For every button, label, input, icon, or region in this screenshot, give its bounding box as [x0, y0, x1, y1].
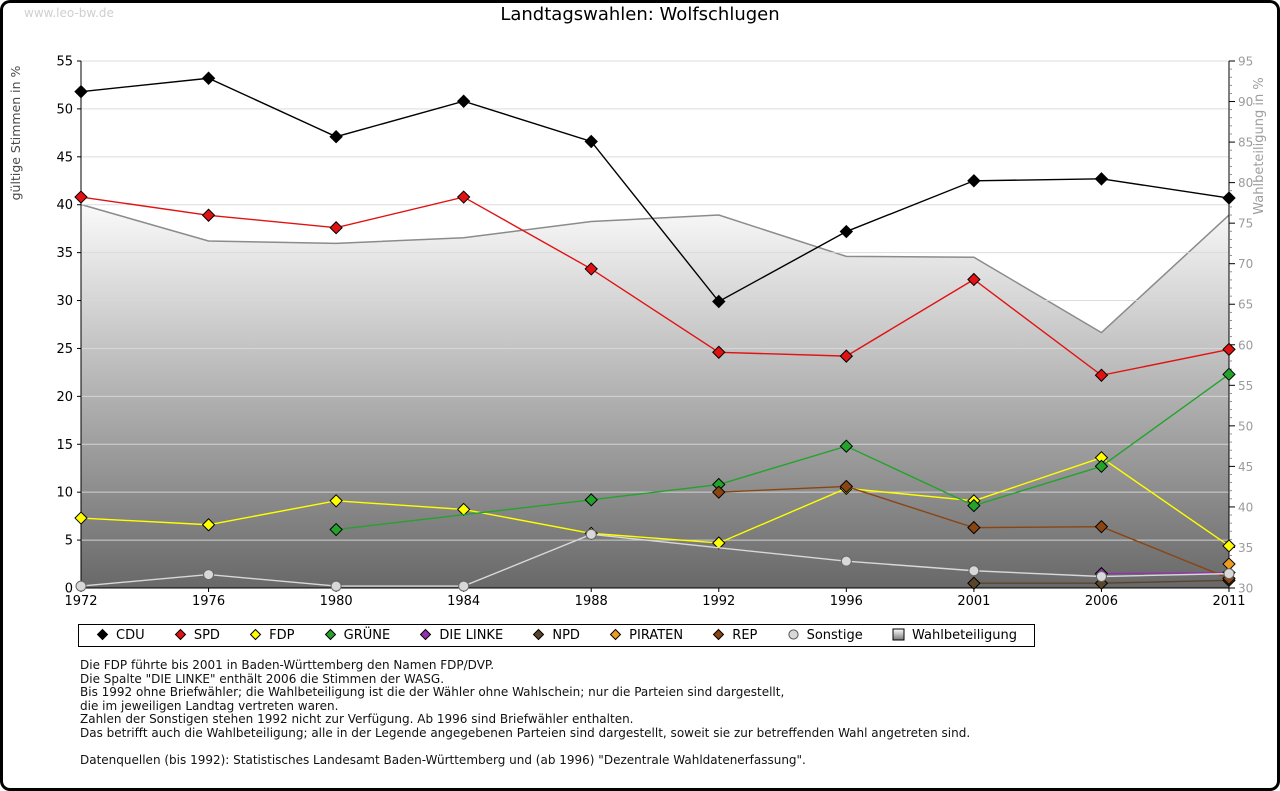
svg-text:60: 60	[1238, 338, 1253, 352]
footnote-line: Die Spalte "DIE LINKE" enthält 2006 die …	[80, 671, 445, 686]
svg-text:50: 50	[56, 102, 73, 117]
svg-text:1984: 1984	[447, 594, 480, 609]
legend-item-spd: SPD	[174, 626, 220, 645]
svg-text:15: 15	[56, 438, 73, 453]
legend-label: NPD	[552, 628, 580, 643]
svg-text:2001: 2001	[957, 594, 990, 609]
svg-text:85: 85	[1238, 136, 1253, 150]
footnote-line: die im jeweiligen Landtag vertreten ware…	[80, 698, 339, 713]
svg-text:1988: 1988	[575, 594, 608, 609]
svg-text:30: 30	[56, 294, 73, 309]
page-title: Landtagswahlen: Wolfschlugen	[500, 4, 780, 25]
legend-item-sonstige: Sonstige	[787, 626, 863, 645]
svg-text:40: 40	[1238, 500, 1253, 514]
series-sonstige	[75, 528, 1235, 592]
legend-marker-icon	[419, 626, 432, 645]
legend-label: FDP	[269, 628, 295, 643]
svg-text:1976: 1976	[192, 594, 225, 609]
axes: 0 5 10 15 20 25 30 35 40 45 50 55 30 35 40 45 50 55 60 65 70…	[56, 55, 1253, 610]
svg-text:40: 40	[56, 198, 73, 213]
svg-text:55: 55	[56, 55, 73, 70]
legend-label: GRÜNE	[343, 628, 391, 643]
legend-label: DIE LINKE	[439, 628, 504, 643]
footnote-line: Zahlen der Sonstigen stehen 1992 nicht z…	[80, 712, 634, 727]
svg-text:65: 65	[1238, 298, 1253, 312]
svg-text:2006: 2006	[1085, 594, 1118, 609]
footnote-line: Bis 1992 ohne Briefwähler; die Wahlbetei…	[80, 685, 785, 700]
legend-item-gr-ne: GRÜNE	[324, 626, 391, 645]
svg-text:1996: 1996	[830, 594, 863, 609]
legend-label: Wahlbeteiligung	[911, 628, 1017, 643]
svg-text:1980: 1980	[320, 594, 353, 609]
legend-item-npd: NPD	[532, 626, 580, 645]
legend-marker-icon	[609, 626, 622, 645]
legend-item-piraten: PIRATEN	[609, 626, 683, 645]
legend-marker-icon	[249, 626, 262, 645]
footnote-line: Das betrifft auch die Wahlbeteiligung; a…	[80, 725, 971, 740]
svg-text:45: 45	[56, 150, 73, 165]
svg-text:90: 90	[1238, 95, 1253, 109]
legend-marker-icon	[174, 626, 187, 645]
legend-label: SPD	[193, 628, 220, 643]
legend-marker-icon	[787, 626, 800, 645]
legend-marker-icon	[96, 626, 109, 645]
svg-text:95: 95	[1238, 55, 1253, 69]
svg-text:2011: 2011	[1212, 594, 1245, 609]
wahlbeteiligung-edge	[80, 203, 1230, 334]
footnotes: Die FDP führte bis 2001 in Baden-Württem…	[80, 658, 971, 768]
legend-item-rep: REP	[712, 626, 757, 645]
footnote-line	[80, 741, 970, 755]
legend-item-fdp: FDP	[249, 626, 294, 645]
svg-text:1972: 1972	[64, 594, 97, 609]
svg-text:10: 10	[56, 486, 73, 501]
legend-item-cdu: CDU	[96, 626, 145, 645]
svg-text:35: 35	[56, 246, 73, 261]
legend-label: Sonstige	[806, 628, 863, 643]
legend-label: REP	[732, 628, 758, 643]
legend-marker-icon	[712, 626, 725, 645]
svg-text:0: 0	[65, 582, 73, 597]
series-gr-ne	[329, 367, 1236, 537]
svg-text:5: 5	[65, 534, 73, 549]
svg-text:20: 20	[56, 390, 73, 405]
legend-label: PIRATEN	[629, 628, 684, 643]
series-spd	[74, 190, 1236, 382]
series-cdu	[74, 71, 1236, 309]
svg-text:35: 35	[1238, 541, 1253, 555]
legend-marker-icon	[892, 626, 905, 645]
svg-text:45: 45	[1238, 460, 1253, 474]
svg-text:25: 25	[56, 342, 73, 357]
chart-legend: CDU SPD FDP GRÜNE DIE LINKE NPD PIRATEN REP Sons…	[78, 624, 1035, 647]
watermark: www.leo-bw.de	[24, 6, 114, 20]
svg-text:30: 30	[1238, 582, 1253, 596]
footnote-line: Datenquellen (bis 1992): Statistisches L…	[80, 753, 806, 768]
svg-text:70: 70	[1238, 257, 1253, 271]
svg-text:75: 75	[1238, 217, 1253, 231]
footnote-line: Die FDP führte bis 2001 in Baden-Württem…	[80, 658, 495, 672]
legend-marker-icon	[532, 626, 545, 645]
left-axis-title: gültige Stimmen in %	[8, 65, 23, 200]
svg-text:1992: 1992	[702, 594, 735, 609]
legend-label: CDU	[116, 628, 145, 643]
svg-text:50: 50	[1238, 419, 1253, 433]
legend-marker-icon	[324, 626, 337, 645]
legend-item-die-linke: DIE LINKE	[419, 626, 503, 645]
legend-item-wahlbeteiligung: Wahlbeteiligung	[892, 626, 1017, 645]
svg-text:80: 80	[1238, 176, 1253, 190]
right-axis-title: Wahlbeteiligung in %	[1252, 77, 1267, 214]
svg-text:55: 55	[1238, 379, 1253, 393]
